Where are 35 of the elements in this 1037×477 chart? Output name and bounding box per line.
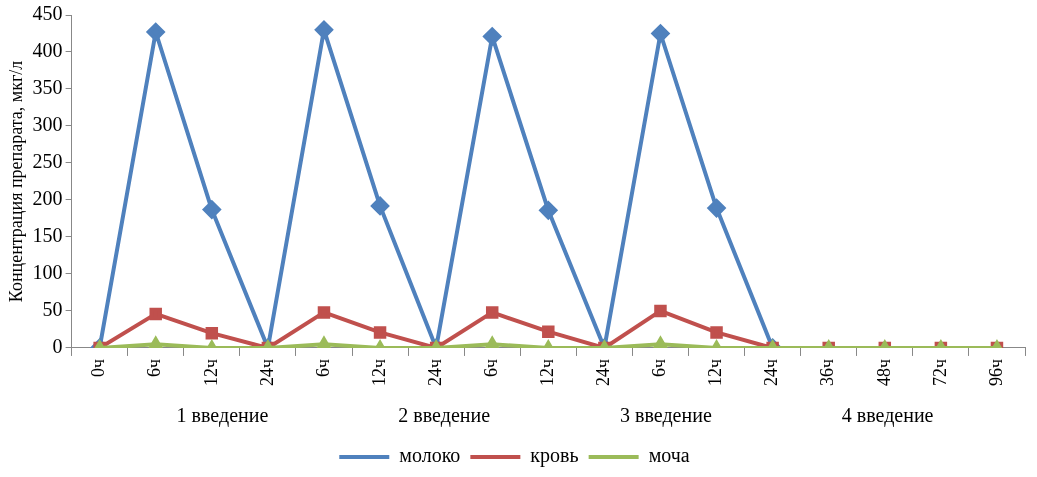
x-tick-label: 0ч — [88, 358, 109, 378]
x-tick-label: 12ч — [705, 358, 726, 387]
x-tick-label: 12ч — [368, 358, 389, 387]
text: 1 введение — [176, 404, 269, 428]
text: 2 введение — [398, 404, 491, 428]
x-tick-label: 6ч — [649, 358, 670, 378]
x-tick-label: 24ч — [256, 358, 277, 387]
y-tick-label: 350 — [32, 76, 63, 99]
y-tick-label: 100 — [32, 261, 63, 284]
x-tick-label: 72ч — [929, 358, 950, 387]
y-tick-label: 150 — [32, 224, 63, 247]
legend-label: моча — [648, 444, 690, 467]
legend-label: молоко — [399, 444, 461, 467]
x-tick-label: 6ч — [312, 358, 333, 378]
y-tick-label: 250 — [32, 150, 63, 173]
legend-label: кровь — [530, 444, 579, 468]
x-tick-label: 48ч — [873, 358, 894, 387]
x-tick-label: 24ч — [424, 358, 445, 387]
text: 4 введение — [841, 404, 934, 428]
x-tick-label: 24ч — [761, 358, 782, 387]
x-tick-label: 12ч — [537, 358, 558, 387]
y-tick-label: 450 — [32, 2, 63, 25]
y-tick-label: 300 — [32, 113, 63, 136]
y-axis-title: Концентрация препарата, мкг/л — [5, 60, 26, 303]
x-tick-label: 96ч — [985, 358, 1006, 387]
x-tick-label: 12ч — [200, 358, 221, 387]
text: 3 введение — [620, 404, 712, 428]
x-tick-label: 36ч — [817, 358, 838, 387]
y-tick-label: 400 — [32, 39, 63, 62]
x-tick-label: 6ч — [480, 358, 501, 378]
y-tick-label: 200 — [32, 187, 63, 210]
x-tick-label: 6ч — [144, 358, 165, 378]
x-tick-label: 24ч — [593, 358, 614, 387]
y-tick-label: 0 — [52, 335, 63, 358]
y-tick-label: 50 — [42, 298, 63, 321]
